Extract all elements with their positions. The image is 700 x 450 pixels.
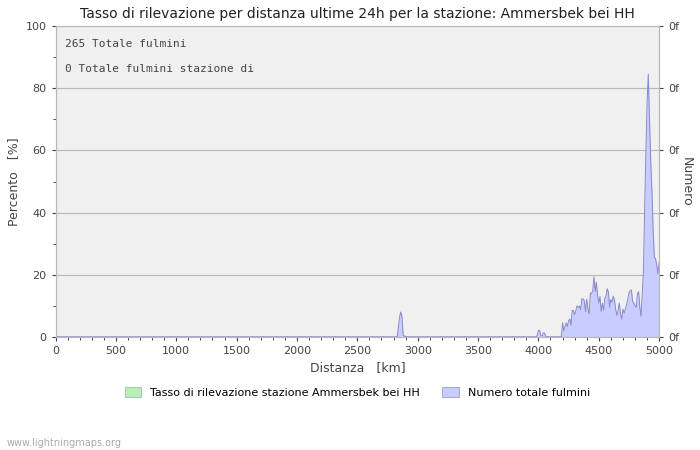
Title: Tasso di rilevazione per distanza ultime 24h per la stazione: Ammersbek bei HH: Tasso di rilevazione per distanza ultime… <box>80 7 635 21</box>
Legend: Tasso di rilevazione stazione Ammersbek bei HH, Numero totale fulmini: Tasso di rilevazione stazione Ammersbek … <box>120 382 594 402</box>
Text: 265 Totale fulmini: 265 Totale fulmini <box>64 39 186 49</box>
Text: 0 Totale fulmini stazione di: 0 Totale fulmini stazione di <box>64 63 253 73</box>
Y-axis label: Percento   [%]: Percento [%] <box>7 137 20 226</box>
Y-axis label: Numero: Numero <box>680 157 693 207</box>
Text: www.lightningmaps.org: www.lightningmaps.org <box>7 438 122 448</box>
X-axis label: Distanza   [km]: Distanza [km] <box>309 361 405 374</box>
